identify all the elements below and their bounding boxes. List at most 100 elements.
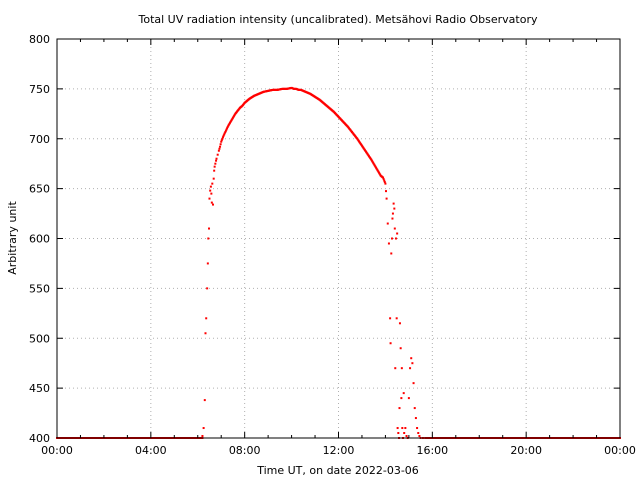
x-axis-label: Time UT, on date 2022-03-06 — [256, 464, 419, 477]
y-tick-label: 400 — [29, 432, 50, 445]
data-point — [400, 367, 403, 370]
data-point — [350, 131, 353, 134]
data-point — [211, 182, 214, 185]
data-point — [395, 317, 398, 320]
data-point — [208, 197, 211, 200]
data-point — [405, 435, 408, 438]
data-point — [398, 407, 401, 410]
data-point — [219, 145, 222, 148]
data-point — [252, 95, 255, 98]
data-point — [393, 207, 396, 210]
data-point — [226, 127, 229, 130]
y-tick-label: 700 — [29, 133, 50, 146]
data-point — [387, 242, 390, 245]
data-point — [394, 237, 397, 240]
data-point — [400, 397, 403, 400]
data-point — [383, 181, 386, 184]
data-point — [207, 237, 210, 240]
data-point — [392, 202, 395, 205]
data-point — [381, 176, 384, 179]
y-tick-label: 750 — [29, 83, 50, 96]
data-point — [390, 252, 393, 255]
data-point — [365, 150, 368, 153]
data-point — [313, 95, 316, 98]
data-point — [240, 105, 243, 108]
data-point — [379, 173, 382, 176]
data-point — [202, 427, 205, 430]
data-point — [369, 157, 372, 160]
data-point — [416, 427, 419, 430]
data-point — [238, 107, 241, 110]
data-point — [229, 121, 232, 124]
x-tick-label: 08:00 — [229, 444, 261, 457]
data-point — [223, 132, 226, 135]
data-point — [218, 147, 221, 150]
data-point — [266, 89, 269, 92]
data-point — [360, 143, 363, 146]
data-point — [332, 110, 335, 113]
data-point — [401, 427, 404, 430]
data-point — [214, 162, 217, 165]
y-tick-label: 650 — [29, 183, 50, 196]
data-point — [208, 227, 211, 230]
data-point — [376, 169, 379, 172]
data-point — [382, 178, 385, 181]
data-point — [374, 165, 377, 168]
grid-lines — [57, 39, 620, 438]
data-point — [398, 322, 401, 325]
data-point — [219, 143, 222, 146]
data-point — [385, 190, 388, 193]
data-point — [261, 91, 264, 94]
data-point — [418, 435, 421, 438]
data-point — [383, 179, 386, 182]
data-point — [391, 212, 394, 215]
data-point — [341, 120, 344, 123]
data-point — [385, 197, 388, 200]
data-point — [413, 407, 416, 410]
data-point — [297, 88, 300, 91]
data-point — [394, 367, 397, 370]
data-point — [336, 115, 339, 118]
y-tick-label: 800 — [29, 33, 50, 46]
data-point — [417, 432, 420, 435]
data-point — [355, 137, 358, 140]
data-point — [210, 192, 213, 195]
data-point — [322, 102, 325, 105]
data-point — [391, 217, 394, 220]
data-point — [206, 287, 209, 290]
data-point — [285, 87, 288, 90]
data-point — [223, 133, 226, 136]
data-point — [206, 262, 209, 265]
data-point — [304, 90, 307, 93]
data-point — [213, 169, 216, 172]
data-point — [301, 89, 304, 92]
data-point — [203, 399, 206, 402]
data-point — [233, 113, 236, 116]
data-point — [399, 347, 402, 350]
data-point — [386, 222, 389, 225]
data-point — [216, 153, 219, 156]
data-point — [372, 161, 375, 164]
data-point — [306, 91, 309, 94]
data-point — [389, 342, 392, 345]
x-tick-label: 16:00 — [416, 444, 448, 457]
data-point — [225, 128, 228, 131]
data-point — [231, 117, 234, 120]
x-tick-label: 04:00 — [135, 444, 167, 457]
data-point — [346, 125, 349, 128]
data-point — [209, 185, 212, 188]
data-point — [210, 201, 213, 204]
data-point — [221, 137, 224, 140]
data-point — [389, 317, 392, 320]
data-point — [390, 237, 393, 240]
data-point — [280, 87, 283, 90]
chart-title: Total UV radiation intensity (uncalibrat… — [138, 13, 538, 26]
data-point — [243, 102, 246, 105]
x-tick-label: 12:00 — [323, 444, 355, 457]
x-tick-label: 20:00 — [510, 444, 542, 457]
data-point — [211, 203, 214, 206]
data-point — [217, 149, 220, 152]
data-point — [212, 177, 215, 180]
